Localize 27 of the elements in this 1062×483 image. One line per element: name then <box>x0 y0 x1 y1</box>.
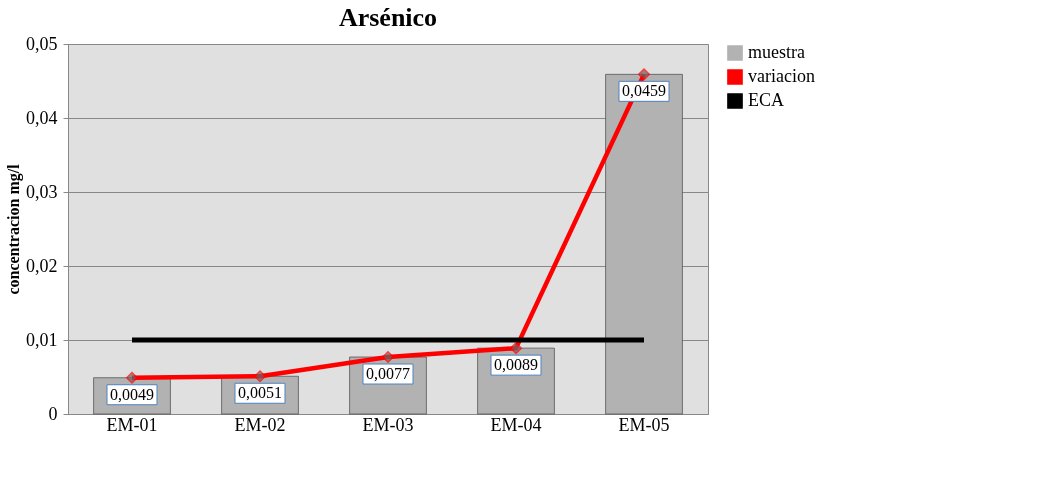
point <box>254 370 266 383</box>
x-tick-label: EM-05 <box>618 414 670 435</box>
chart-title: Arsénico <box>338 3 438 32</box>
y-tick-label: 0,01 <box>26 329 58 350</box>
data-label: 0,0049 <box>110 385 154 403</box>
legend-label: ECA <box>748 90 784 110</box>
y-tick-label: 0 <box>48 403 58 424</box>
x-tick-label: EM-02 <box>234 414 286 435</box>
y-tick-label: 0,03 <box>26 181 58 202</box>
bar <box>605 73 683 415</box>
y-axis-title: concentracion mg/l <box>5 163 23 295</box>
x-tick-label: EM-01 <box>106 414 158 435</box>
data-label: 0,0051 <box>238 384 282 402</box>
data-label: 0,0459 <box>622 82 666 100</box>
point <box>638 68 650 81</box>
x-tick-label: EM-03 <box>362 414 414 435</box>
x-tick-label: EM-04 <box>490 414 542 435</box>
y-tick-label: 0,02 <box>26 255 58 276</box>
legend-label: variacion <box>748 66 815 86</box>
y-tick-label: 0,05 <box>26 33 58 54</box>
data-label: 0,0077 <box>366 365 410 383</box>
legend-label: muestra <box>748 42 805 62</box>
y-tick-label: 0,04 <box>26 107 58 128</box>
point <box>510 342 522 355</box>
point <box>382 351 394 364</box>
data-label: 0,0089 <box>494 356 538 374</box>
point <box>126 371 138 384</box>
